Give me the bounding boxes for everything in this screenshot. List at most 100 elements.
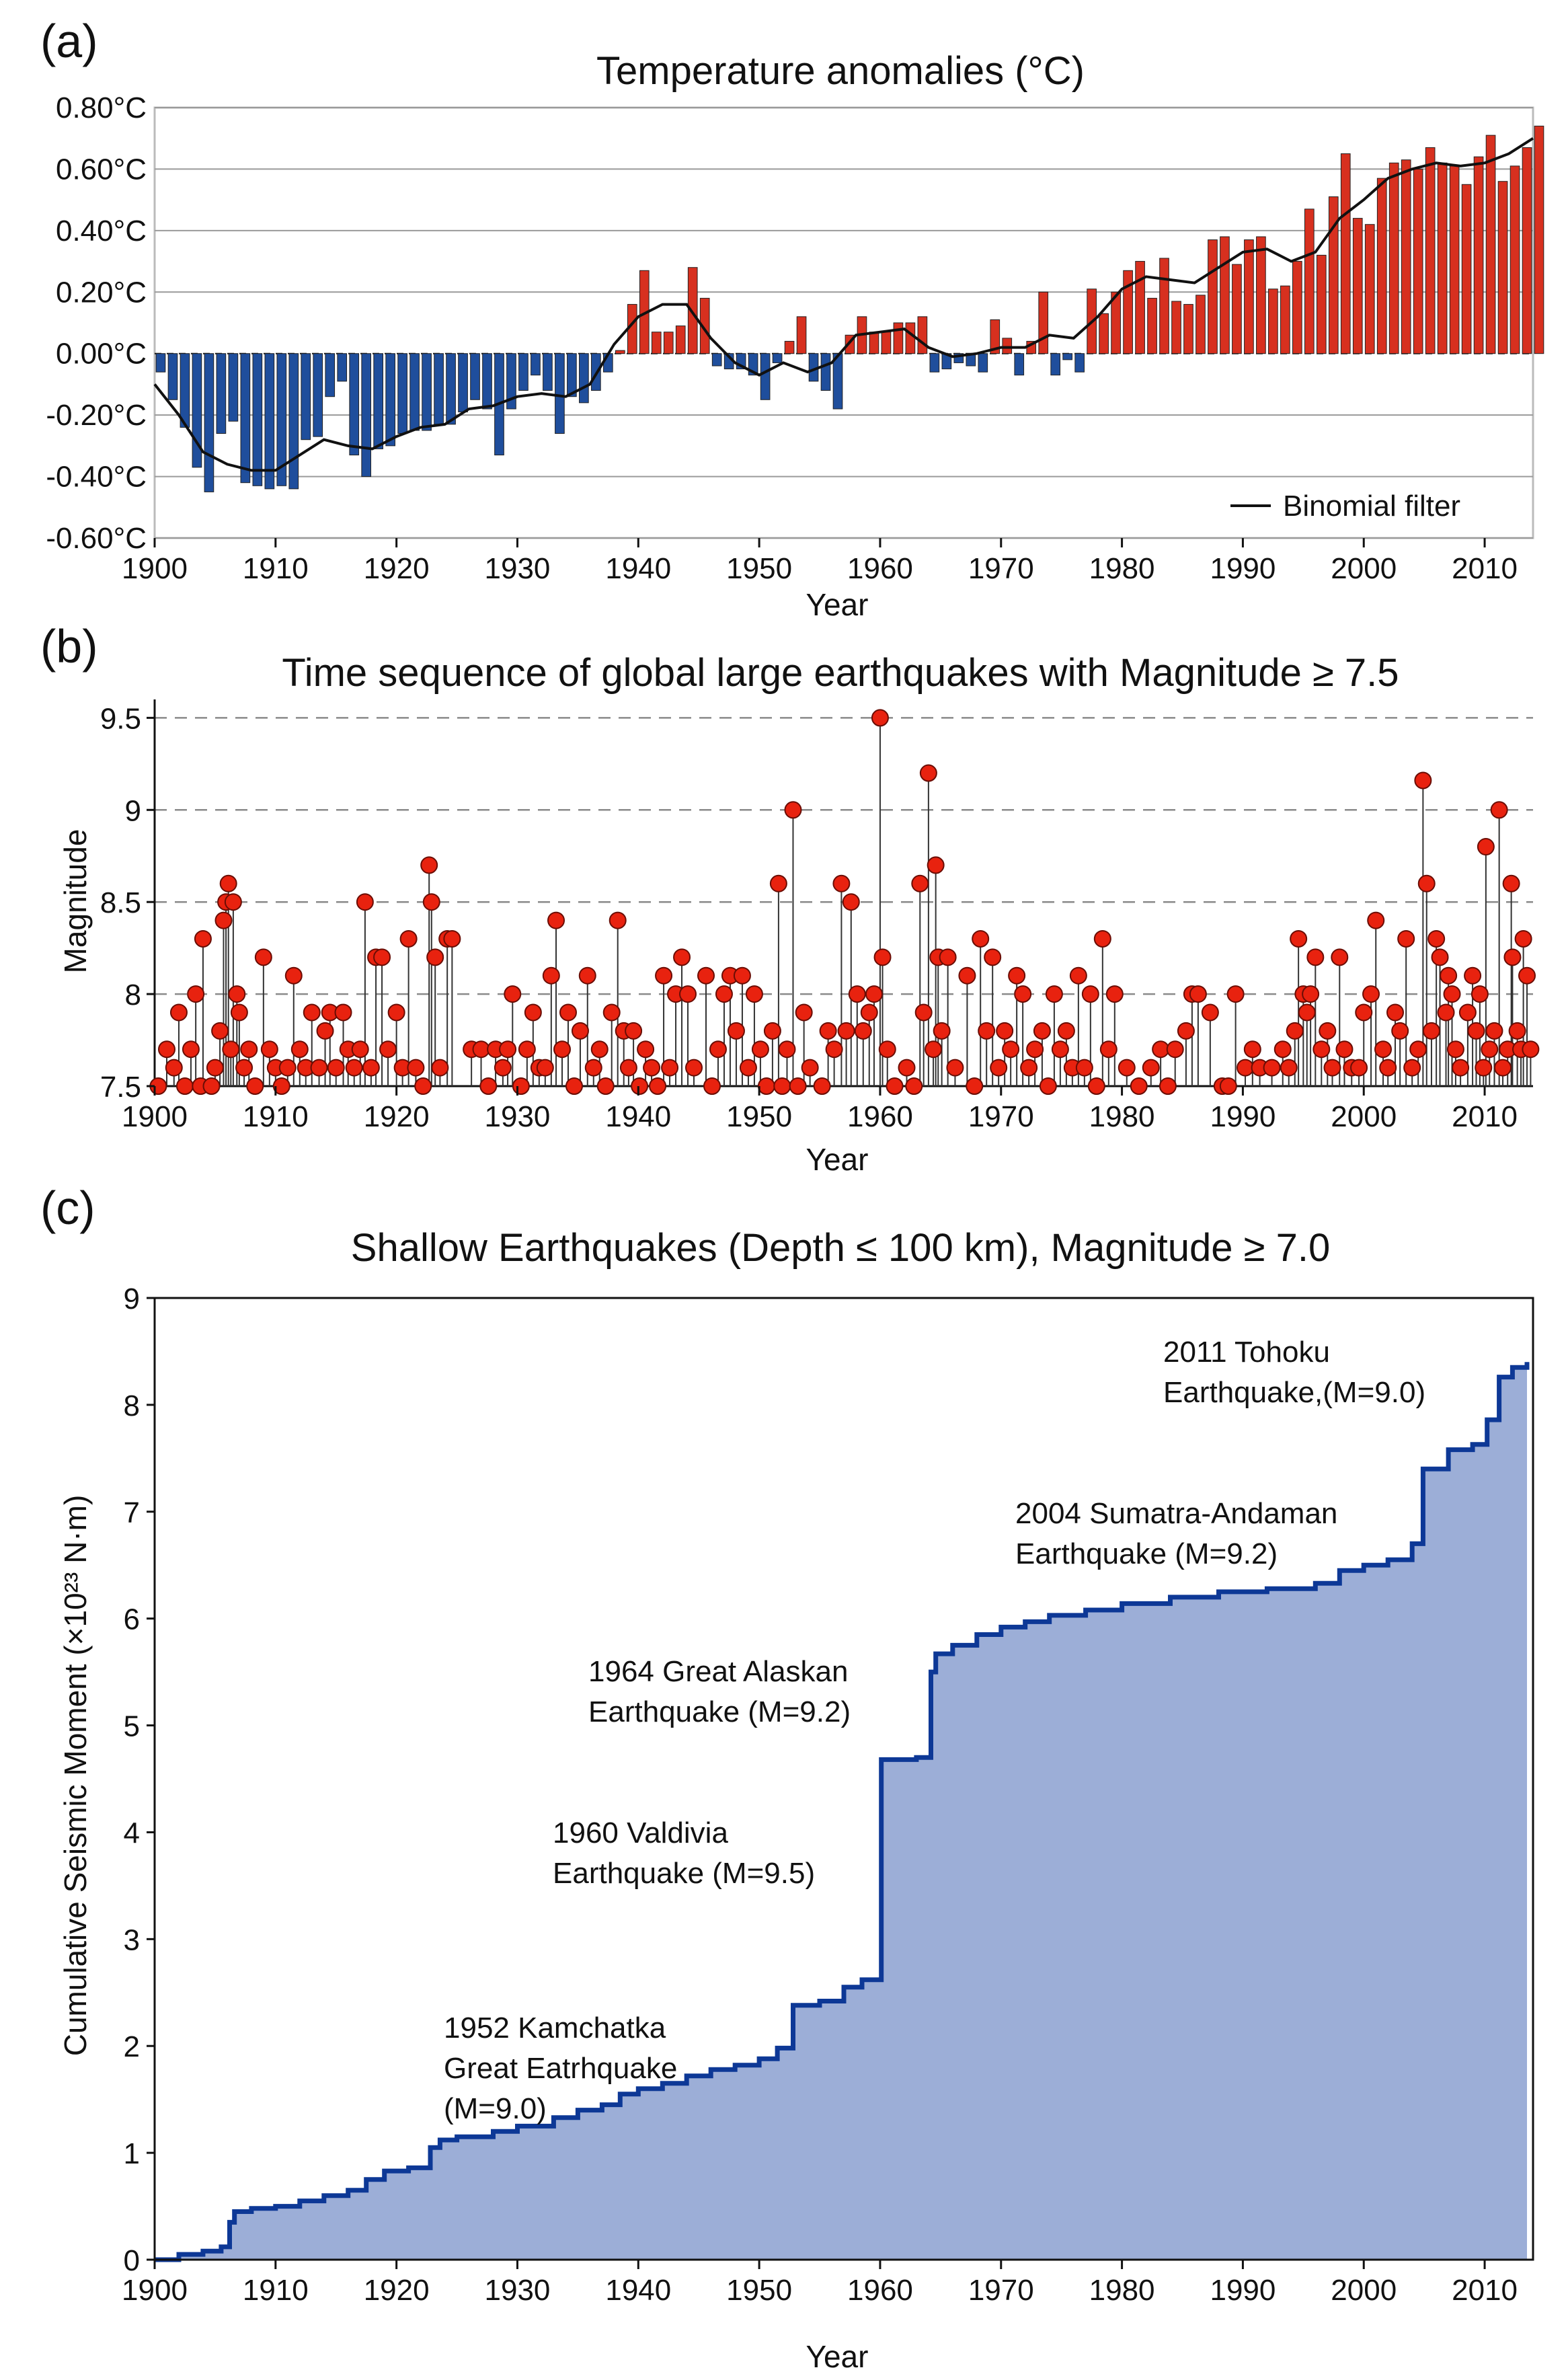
earthquake-point (1452, 1059, 1470, 1077)
x-tick-label: 1950 (726, 1100, 792, 1133)
earthquake-point (494, 1059, 512, 1077)
temperature-bar (1340, 153, 1351, 354)
earthquake-point (1226, 985, 1245, 1003)
earthquake-point (813, 1077, 831, 1095)
temperature-bar (458, 353, 468, 413)
earthquake-point (414, 1077, 432, 1095)
earthquake-point (334, 1003, 352, 1022)
temperature-bar (264, 353, 275, 490)
y-tick-label: 9 (124, 1283, 140, 1315)
earthquake-point (733, 966, 751, 985)
x-tick-label: 1920 (364, 1100, 430, 1133)
earthquake-point (784, 801, 802, 819)
earthquake-point (1189, 985, 1207, 1003)
earthquake-point (679, 985, 697, 1003)
temperature-bar (373, 353, 384, 449)
earthquake-point (1502, 874, 1520, 892)
earthquake-point (919, 764, 937, 782)
earthquake-point (157, 1040, 175, 1059)
x-tick-label: 1960 (847, 2274, 913, 2307)
temperature-bar (434, 353, 444, 425)
annotation-label: 2004 Sumatra-Andaman Earthquake (M=9.2) (1015, 1497, 1337, 1570)
earthquake-point (228, 985, 246, 1003)
annotation-label: 1952 Kamchatka Great Eatrhquake (M=9.0) (444, 2012, 677, 2125)
earthquake-point (1409, 1040, 1427, 1059)
earthquake-point (479, 1077, 498, 1095)
earthquake-point (972, 929, 990, 948)
x-tick-label: 1980 (1089, 1100, 1155, 1133)
temperature-bar (929, 353, 940, 373)
temperature-bar (869, 332, 879, 354)
earthquake-point (673, 948, 691, 966)
temperature-bar (1232, 264, 1242, 354)
temperature-bar (1256, 236, 1266, 354)
earthquake-point (1379, 1059, 1397, 1077)
earthquake-point (905, 1077, 923, 1095)
temperature-bar (482, 353, 492, 410)
earthquake-point (345, 1059, 363, 1077)
earthquake-point (789, 1077, 807, 1095)
earthquake-point (1508, 1022, 1526, 1040)
earthquake-point (1118, 1059, 1136, 1077)
earthquake-point (536, 1059, 554, 1077)
earthquake-point (727, 1022, 745, 1040)
x-tick-label: 1950 (726, 552, 792, 585)
earthquake-point (832, 874, 851, 892)
earthquake-point (512, 1077, 530, 1095)
earthquake-point (596, 1077, 615, 1095)
earthquake-point (1464, 966, 1482, 985)
earthquake-point (842, 893, 860, 911)
y-tick-label: 8.5 (100, 886, 141, 919)
temperature-bar (1316, 254, 1327, 354)
earthquake-point (709, 1040, 727, 1059)
x-tick-label: 2010 (1452, 1100, 1518, 1133)
temperature-bar (1280, 285, 1290, 354)
x-tick-label: 1940 (605, 2274, 671, 2307)
temperature-bar (1220, 236, 1230, 354)
earthquake-point (260, 1040, 278, 1059)
earthquake-point (1467, 1022, 1485, 1040)
temperature-bar (917, 316, 928, 354)
earthquake-point (351, 1040, 369, 1059)
temperature-bar (1195, 295, 1206, 354)
earthquake-point (542, 966, 560, 985)
temperature-bar (288, 353, 299, 490)
earthquake-point (590, 1040, 609, 1059)
panel-a-label: (a) (40, 15, 98, 67)
earthquake-point (175, 1077, 194, 1095)
earthquake-point (499, 1040, 517, 1059)
earthquake-point (819, 1022, 837, 1040)
panel-b-label: (b) (40, 620, 98, 673)
annotation-label: 1964 Great Alaskan Earthquake (M=9.2) (588, 1655, 851, 1728)
x-tick-label: 2000 (1331, 552, 1397, 585)
earthquake-point (795, 1003, 813, 1022)
annotation-label: 2011 Tohoku Earthquake,(M=9.0) (1163, 1336, 1425, 1409)
temperature-bar (1111, 291, 1121, 354)
legend-label: Binomial filter (1283, 490, 1460, 523)
x-tick-label: 1930 (485, 2274, 551, 2307)
earthquake-point (518, 1040, 536, 1059)
temperature-bar (784, 340, 795, 354)
temperature-bar (881, 332, 892, 354)
temperature-bar (1413, 168, 1423, 354)
earthquake-point (524, 1003, 542, 1022)
earthquake-point (914, 1003, 933, 1022)
earthquake-point (240, 1040, 258, 1059)
temperature-bar (155, 353, 166, 373)
earthquake-point (1105, 985, 1124, 1003)
temperature-bar (1449, 165, 1460, 354)
temperature-bar (1510, 165, 1520, 354)
earthquake-point (1045, 985, 1063, 1003)
annotation-line: 2011 Tohoku (1163, 1336, 1330, 1369)
earthquake-point (472, 1040, 490, 1059)
earthquake-point (202, 1077, 221, 1095)
temperature-bar (1534, 125, 1544, 354)
temperature-bar (567, 353, 577, 397)
earthquake-point (1350, 1059, 1368, 1077)
earthquake-point (1503, 948, 1522, 966)
temperature-bar (796, 316, 807, 354)
x-tick-label: 1940 (605, 1100, 671, 1133)
earthquake-point (504, 985, 522, 1003)
temperature-bar (1497, 181, 1508, 354)
earthquake-point (619, 1059, 637, 1077)
